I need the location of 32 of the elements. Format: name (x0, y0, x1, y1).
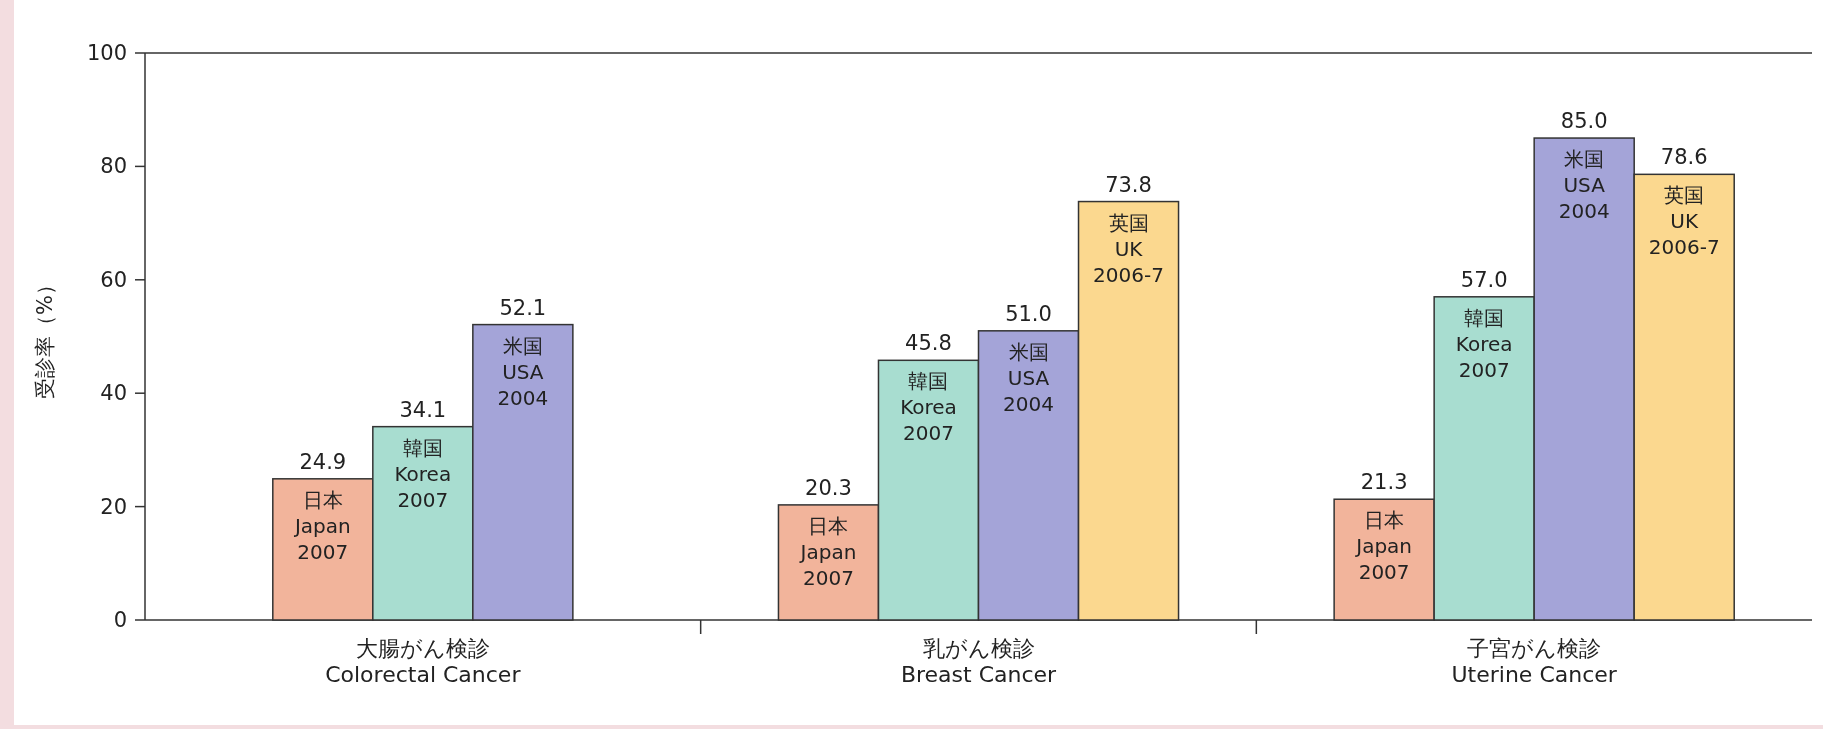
y-axis-title: 受診率（%） (33, 274, 57, 399)
data-label: 52.1 (499, 295, 547, 320)
data-label: 45.8 (905, 331, 952, 356)
series-label: 英国 UK 2006-7 (1093, 210, 1164, 287)
text: 米国 USA 2004 (1558, 147, 1610, 224)
text: 日本 Japan 2007 (800, 513, 857, 590)
y-tick-label: 0 (113, 608, 127, 632)
x-tick-label: 大腸がん検診 Colorectal Cancer (325, 636, 522, 687)
series-label: 日本 Japan 2007 (292, 487, 351, 564)
series-label: 韓国 Korea 2007 (394, 435, 452, 512)
data-label: 73.8 (1105, 172, 1152, 197)
data-label: 85.0 (1560, 109, 1608, 134)
text: 英国 UK 2006-7 (1648, 183, 1720, 260)
y-tick-label: 60 (100, 267, 127, 292)
x-tick-label: 子宮がん検診 Uterine Cancer (1451, 636, 1618, 687)
text: 韓国 Korea 2007 (900, 369, 957, 446)
text: 日本 Japan 2007 (1356, 508, 1413, 585)
y-tick-label: 100 (86, 41, 127, 65)
x-tick-label: 乳がん検診 Breast Cancer (900, 636, 1058, 687)
text: 韓国 Korea 2007 (1455, 305, 1513, 382)
y-tick-label: 80 (100, 154, 127, 179)
data-label: 78.6 (1660, 145, 1708, 170)
data-label: 51.0 (1005, 301, 1052, 326)
y-tick-label: 40 (100, 381, 127, 406)
y-tick-label: 20 (100, 494, 127, 519)
data-label: 57.0 (1460, 267, 1508, 292)
data-label: 34.1 (399, 397, 447, 422)
data-label: 21.3 (1360, 470, 1408, 495)
data-label: 20.3 (805, 475, 852, 500)
text: 米国 USA 2004 (1003, 339, 1054, 416)
series-label: 米国 USA 2004 (497, 333, 549, 410)
data-label: 24.9 (299, 449, 347, 474)
